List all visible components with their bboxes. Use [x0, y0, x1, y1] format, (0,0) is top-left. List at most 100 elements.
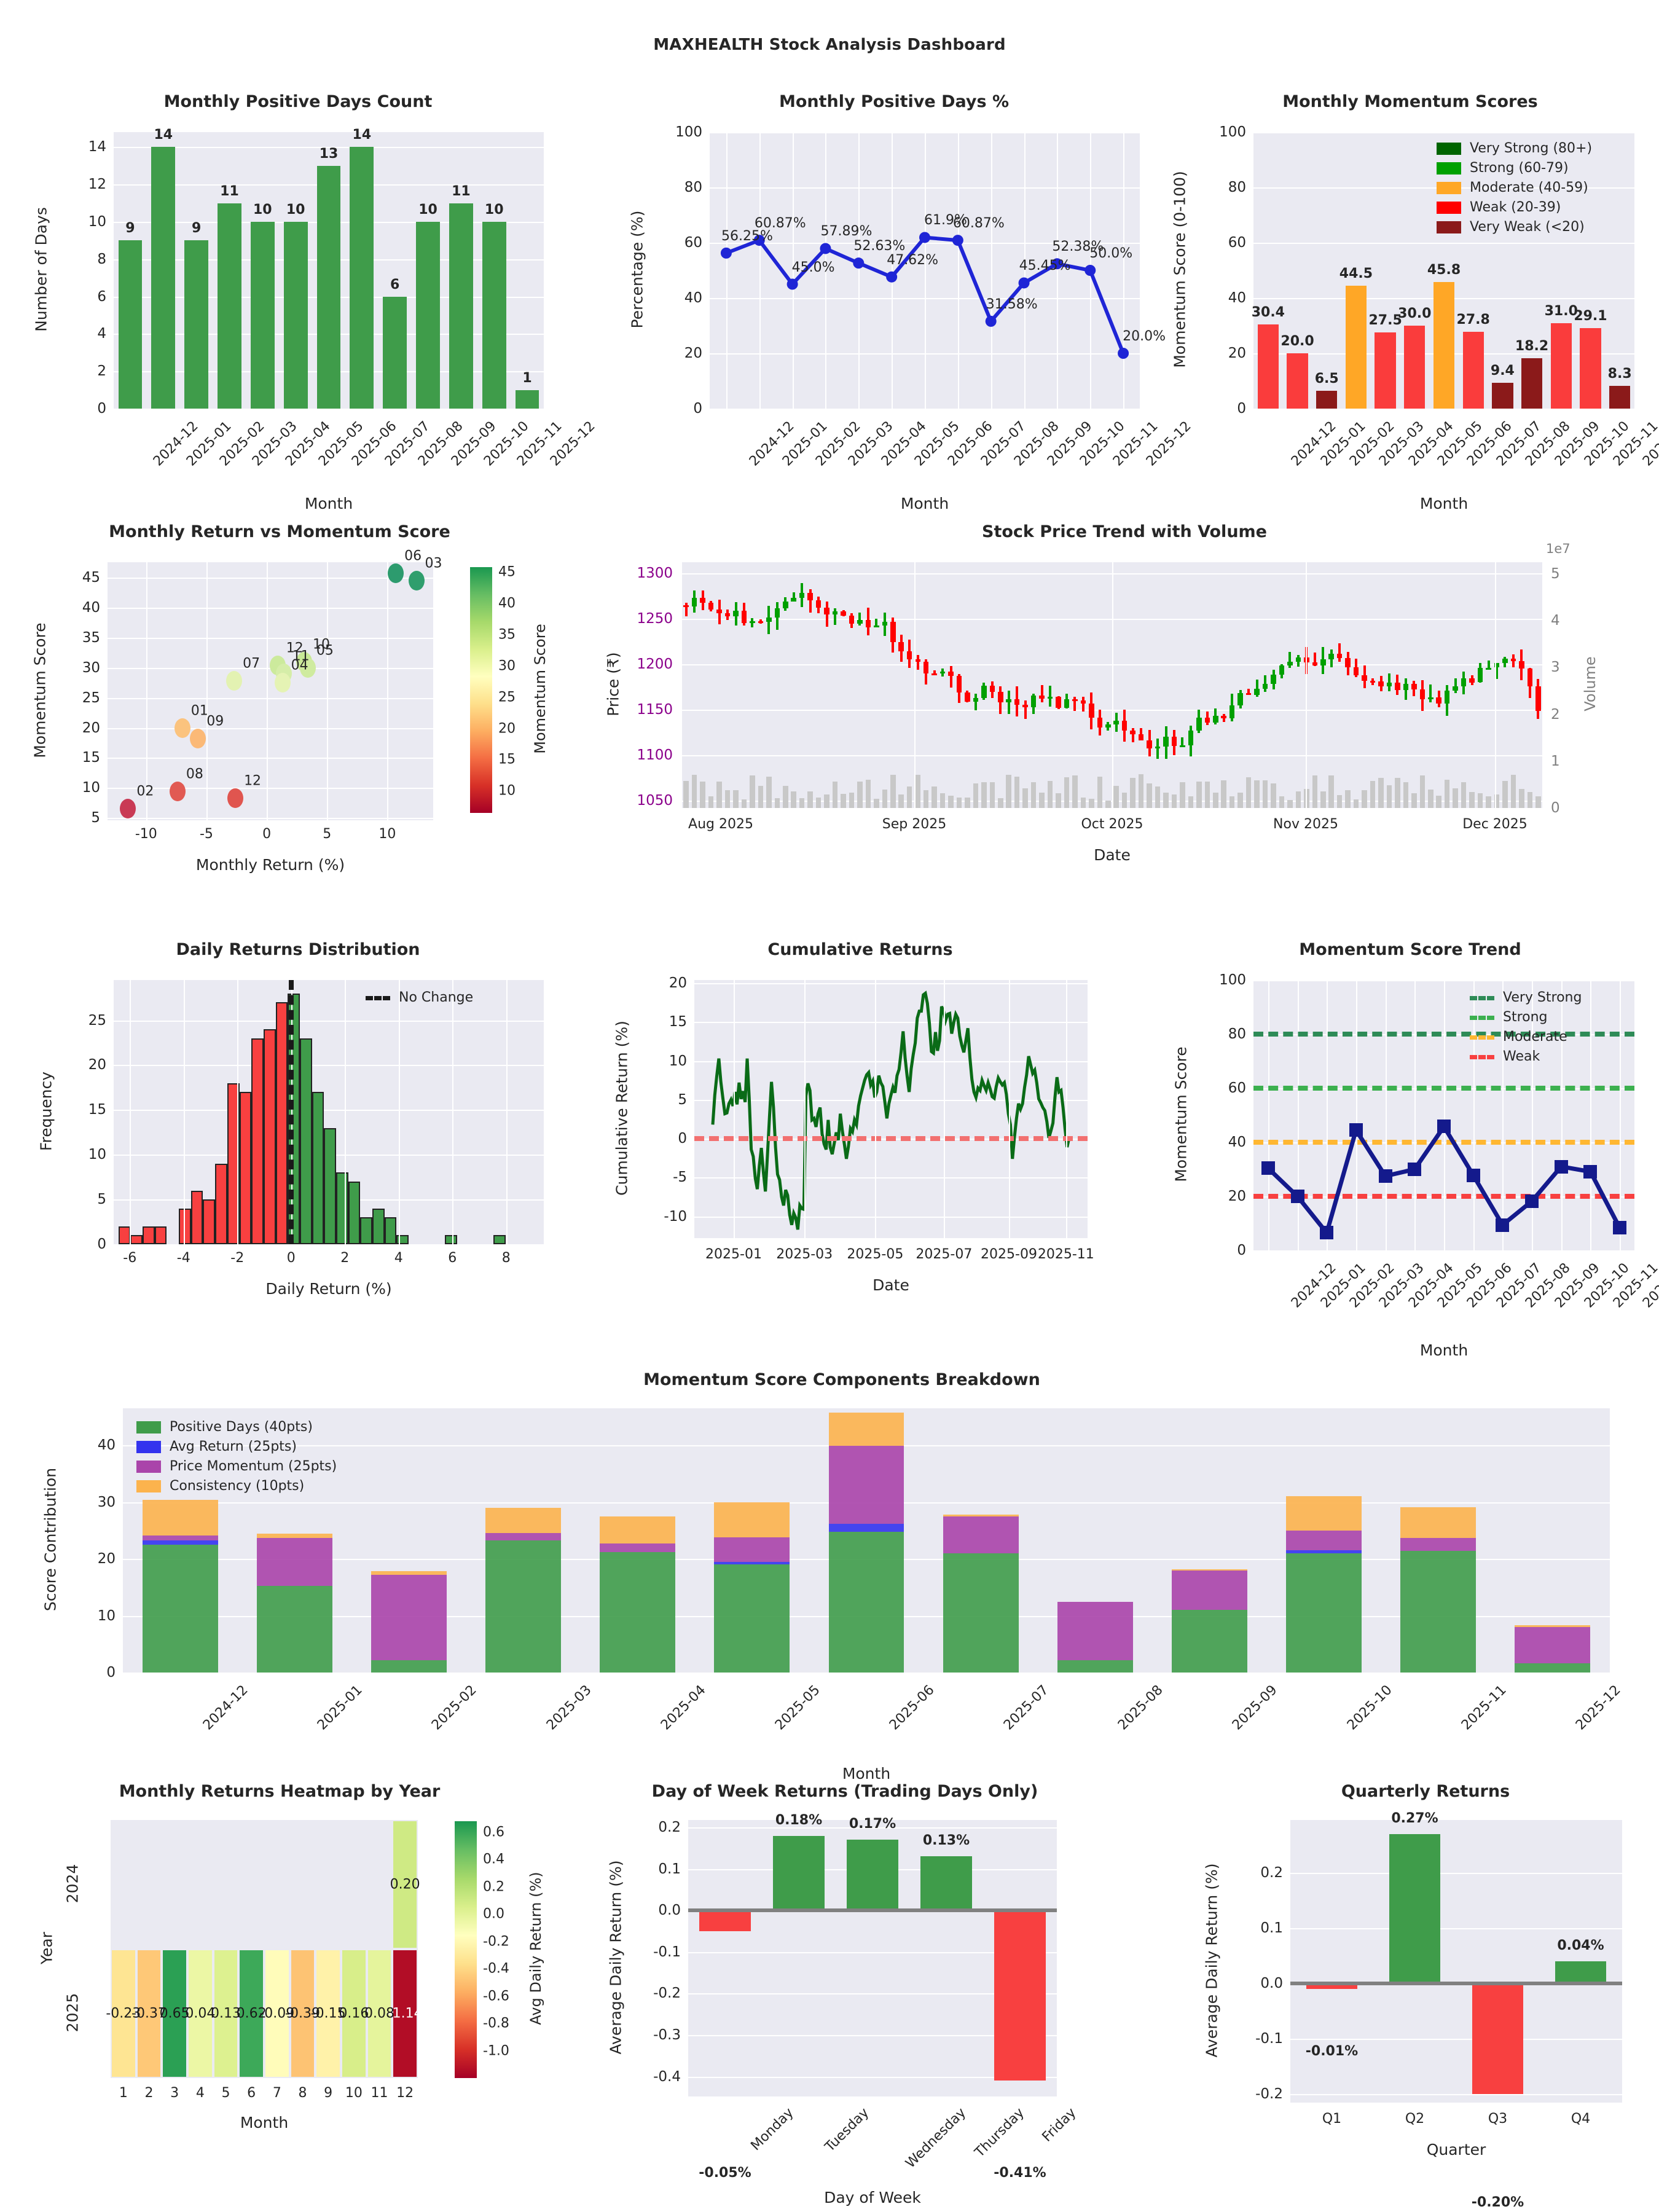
- colorbar-label: Avg Daily Return (%): [527, 1872, 544, 2025]
- bar: [1316, 390, 1338, 409]
- stacked-segment: [1400, 1537, 1477, 1551]
- axis-tick-x: 2025-03: [776, 1247, 833, 1262]
- stacked-segment: [1400, 1551, 1477, 1673]
- axis-tick-x: 2025-03: [543, 1682, 595, 1733]
- candle-body: [782, 601, 788, 609]
- colorbar-tick: -0.8: [483, 2015, 509, 2031]
- axis-tick-x: 8: [298, 2085, 307, 2101]
- bar-value-label: 0.27%: [1391, 1810, 1438, 1826]
- panel-title: Monthly Returns Heatmap by Year: [119, 1782, 441, 1801]
- data-marker: [1290, 1190, 1304, 1203]
- data-marker: [1583, 1164, 1598, 1179]
- gridline-horizontal: [688, 1951, 1057, 1953]
- gridline-vertical: [1112, 562, 1113, 808]
- scatter-point: [120, 799, 136, 819]
- candle-body: [997, 692, 1003, 702]
- bar: [118, 240, 143, 409]
- axis-tick-y: 5: [91, 810, 100, 826]
- axis-tick-x: -4: [176, 1250, 190, 1266]
- stacked-segment: [371, 1574, 447, 1660]
- plot-area: [1253, 132, 1634, 409]
- axis-tick-y-price: 1050: [637, 793, 673, 809]
- axis-tick-y: -10: [664, 1208, 687, 1225]
- axis-tick-y: 20: [1228, 1188, 1246, 1204]
- axis-label-y: Average Daily Return (%): [606, 1860, 625, 2055]
- panel-momentum-scores: Monthly Momentum Scores 0 20 40 60 80 100 30.4…: [1167, 92, 1659, 512]
- axis-tick-y: 15: [88, 1102, 106, 1118]
- heatmap-cell: [163, 1950, 186, 2077]
- scatter-point-label: 12: [286, 640, 304, 656]
- stacked-segment: [256, 1534, 332, 1538]
- volume-bar: [1461, 782, 1467, 808]
- gridline-vertical: [237, 980, 239, 1244]
- volume-bar: [733, 790, 739, 808]
- bar-value-label: 30.0: [1398, 306, 1432, 321]
- colorbar-tick: 0.6: [483, 1824, 504, 1840]
- volume-bar: [1411, 793, 1417, 808]
- bar-value-label: 0.13%: [922, 1833, 970, 1849]
- candle-body: [939, 672, 946, 674]
- volume-bar: [1212, 792, 1218, 808]
- gridline-vertical: [875, 980, 877, 1238]
- volume-bar: [1427, 790, 1433, 808]
- volume-bar: [1254, 780, 1260, 808]
- candle-body: [774, 608, 780, 618]
- legend: Very Strong Strong Moderate Weak: [1470, 990, 1582, 1069]
- legend-item: Weak: [1470, 1049, 1582, 1064]
- volume-bar: [1453, 788, 1458, 808]
- heatmap-cell: [393, 1821, 417, 1948]
- volume-bar: [882, 789, 888, 808]
- panel-quarterly-returns: Quarterly Returns -0.2 -0.1 0.0 0.1 0.2 -0.01…: [1198, 1782, 1653, 2210]
- legend-label: Very Strong: [1503, 990, 1582, 1005]
- candle-body: [1386, 683, 1392, 687]
- axis-tick-y: 0: [97, 1236, 106, 1252]
- axis-tick-y: 2: [97, 363, 106, 380]
- legend-item: Consistency (10pts): [136, 1478, 337, 1494]
- scatter-point-label: 11: [292, 648, 310, 664]
- scatter-point-label: 10: [312, 637, 330, 653]
- colorbar-tick: 0.4: [483, 1851, 504, 1867]
- candle-wick: [1288, 651, 1292, 669]
- axis-tick-x: Aug 2025: [688, 817, 753, 832]
- candle-body: [1237, 693, 1243, 705]
- gridline-vertical: [925, 132, 926, 409]
- panel-title: Monthly Return vs Momentum Score: [109, 522, 450, 541]
- stacked-segment: [714, 1561, 790, 1565]
- candle-body: [1113, 721, 1120, 725]
- candle-body: [841, 611, 846, 616]
- gridline-horizontal: [1290, 2094, 1622, 2096]
- volume-bar: [898, 794, 904, 808]
- candle-body: [1047, 696, 1053, 699]
- gridline-horizontal: [1290, 2039, 1622, 2041]
- candle-wick: [974, 693, 977, 710]
- axis-tick-x: 2025-02: [429, 1682, 480, 1733]
- legend-label: Positive Days (40pts): [170, 1419, 313, 1435]
- stacked-segment: [1172, 1569, 1247, 1571]
- histogram-bar: [348, 1181, 361, 1244]
- gridline-horizontal: [688, 1993, 1057, 1995]
- point-value-label: 45.45%: [1019, 258, 1071, 274]
- gridline-horizontal: [108, 728, 433, 729]
- histogram-bar: [203, 1199, 216, 1244]
- stacked-segment: [828, 1446, 904, 1524]
- panel-positive-days-pct: Monthly Positive Days % 0 20 40 60 80 100 56.2…: [629, 92, 1194, 512]
- legend-swatch: [1470, 1051, 1494, 1063]
- stacked-segment: [1286, 1553, 1362, 1673]
- volume-bar: [1436, 795, 1442, 808]
- gridline-vertical: [1268, 980, 1269, 1250]
- volume-bar: [1362, 790, 1367, 808]
- scatter-point-label: 09: [206, 713, 224, 729]
- volume-bar: [1022, 788, 1028, 808]
- stacked-segment: [943, 1514, 1019, 1516]
- axis-tick-y: 80: [684, 179, 702, 195]
- candle-wick: [858, 612, 861, 626]
- volume-bar: [791, 791, 797, 808]
- volume-bar: [1287, 800, 1293, 808]
- volume-bar: [1279, 796, 1285, 808]
- axis-tick-x: Tuesday: [822, 2105, 873, 2155]
- data-marker: [1378, 1169, 1392, 1183]
- heatmap-cell: [265, 1950, 289, 2077]
- candle-body: [1345, 658, 1351, 668]
- axis-label-y: Average Daily Return (%): [1202, 1863, 1221, 2058]
- heatmap-cell: [189, 1950, 212, 2077]
